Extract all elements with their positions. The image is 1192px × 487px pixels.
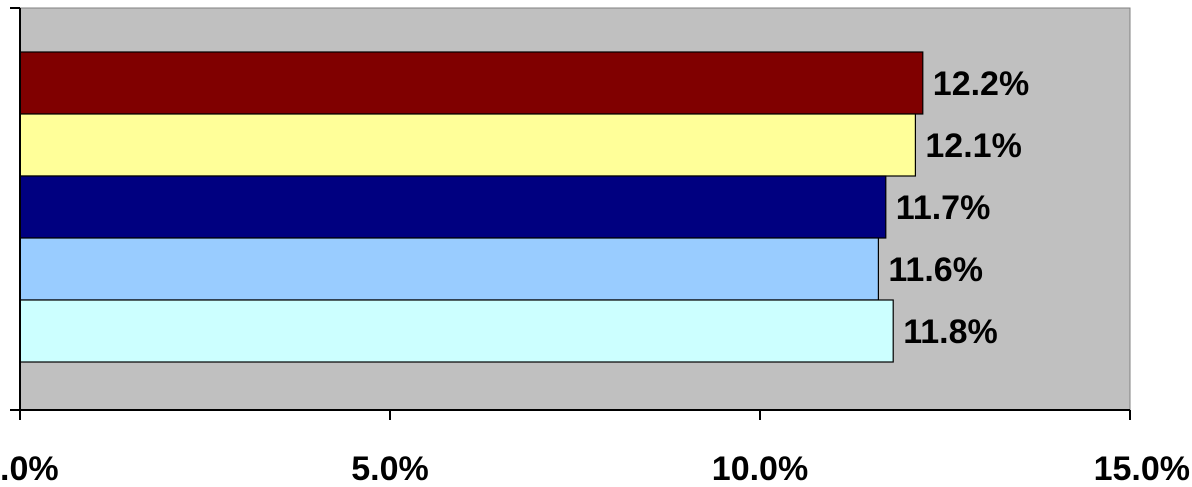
bar-value-label-4: 11.6%	[888, 251, 983, 289]
bar-value-label-3: 11.7%	[896, 189, 991, 227]
x-tick-label-2: 10.0%	[712, 450, 808, 487]
bar-2	[19, 113, 917, 177]
bar-4	[19, 237, 880, 301]
bar-value-label-5: 11.8%	[903, 313, 998, 351]
bar-3	[19, 175, 887, 239]
x-tick-label-1: 5.0%	[351, 450, 429, 487]
bar-value-label-1: 12.2%	[933, 65, 1029, 103]
bar-5	[19, 299, 894, 363]
bar-1	[19, 51, 924, 115]
x-tick-label-3: 15.0%	[1094, 450, 1190, 487]
x-tick-label-0: .0%	[0, 450, 59, 487]
bar-value-label-2: 12.1%	[925, 127, 1021, 165]
